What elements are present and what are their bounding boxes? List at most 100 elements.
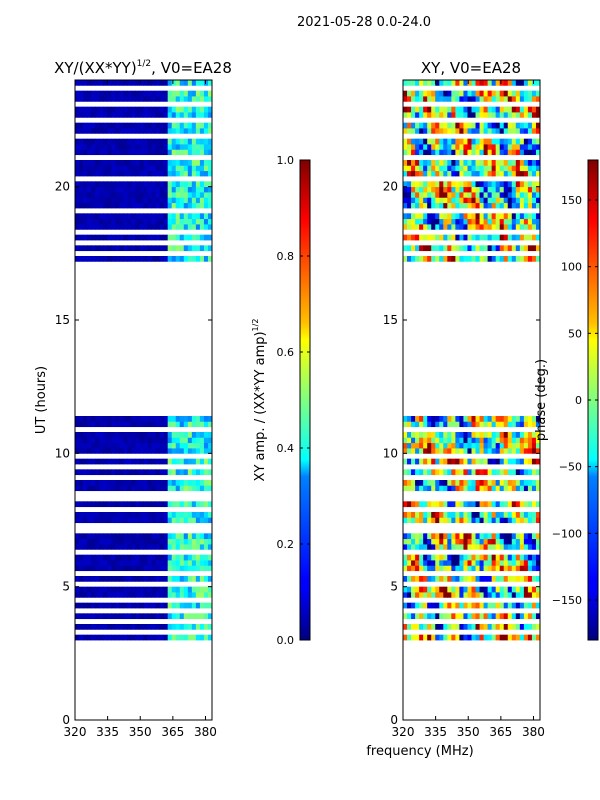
- phase-heatmap-cell: [435, 437, 440, 444]
- phase-heatmap-cell: [427, 458, 432, 465]
- phase-heatmap-cell: [483, 149, 489, 156]
- amplitude-heatmap-cell: [139, 554, 144, 561]
- phase-heatmap-cell: [459, 416, 464, 422]
- amplitude-heatmap-cell: [203, 602, 209, 609]
- phase-heatmap-cell: [455, 245, 460, 252]
- amplitude-heatmap-cell: [91, 544, 96, 550]
- phase-heatmap-cell: [411, 138, 416, 145]
- phase-heatmap-cell: [499, 485, 505, 492]
- amplitude-heatmap-cell: [155, 624, 161, 630]
- amplitude-heatmap-cell: [135, 437, 140, 444]
- amplitude-heatmap-cell: [199, 517, 205, 524]
- phase-heatmap-cell: [507, 517, 513, 524]
- amplitude-heatmap-cell: [163, 437, 169, 444]
- phase-heatmap-cell: [483, 160, 489, 166]
- amplitude-heatmap-cell: [155, 416, 161, 422]
- amplitude-heatmap-cell: [143, 106, 148, 113]
- phase-heatmap-cell: [523, 234, 529, 241]
- phase-heatmap-cell: [471, 416, 476, 422]
- phase-heatmap-cell: [515, 586, 521, 593]
- amplitude-heatmap-cell: [83, 634, 88, 641]
- phase-heatmap-cell: [475, 165, 480, 172]
- amplitude-heatmap-cell: [139, 442, 144, 449]
- amplitude-heatmap-cell: [75, 517, 80, 524]
- phase-heatmap-cell: [515, 554, 521, 561]
- phase-heatmap-cell: [463, 160, 468, 166]
- phase-heatmap-cell: [487, 186, 493, 193]
- amplitude-heatmap-cell: [171, 432, 177, 438]
- amplitude-heatmap-cell: [175, 517, 181, 524]
- phase-heatmap-cell: [459, 544, 464, 550]
- phase-heatmap-cell: [439, 160, 444, 166]
- phase-heatmap-cell: [411, 170, 416, 177]
- amplitude-heatmap-cell: [99, 128, 104, 134]
- amplitude-heatmap-cell: [199, 122, 205, 129]
- amplitude-heatmap-cell: [91, 592, 96, 598]
- amplitude-heatmap-cell: [207, 170, 212, 177]
- phase-heatmap-cell: [455, 560, 460, 566]
- amplitude-heatmap-cell: [207, 613, 212, 620]
- phase-heatmap-cell: [411, 224, 416, 230]
- amplitude-heatmap-cell: [159, 544, 165, 550]
- phase-heatmap-cell: [431, 202, 436, 209]
- phase-heatmap-cell: [467, 592, 472, 598]
- amplitude-heatmap-cell: [91, 202, 96, 209]
- phase-heatmap-cell: [435, 485, 440, 492]
- amplitude-heatmap-cell: [111, 544, 116, 550]
- phase-heatmap-cell: [419, 106, 424, 113]
- amplitude-heatmap-cell: [99, 160, 104, 166]
- phase-heatmap-cell: [411, 421, 416, 428]
- phase-heatmap-cell: [423, 586, 428, 593]
- amplitude-heatmap-cell: [175, 186, 181, 193]
- amplitude-heatmap-cell: [99, 256, 104, 262]
- amplitude-heatmap-cell: [91, 560, 96, 566]
- phase-heatmap-cell: [499, 592, 505, 598]
- amplitude-heatmap-cell: [99, 106, 104, 113]
- amplitude-heatmap-cell: [179, 544, 185, 550]
- phase-heatmap-cell: [455, 442, 460, 449]
- phase-heatmap-cell: [447, 122, 452, 129]
- phase-heatmap-cell: [475, 416, 480, 422]
- phase-heatmap-cell: [455, 624, 460, 630]
- amplitude-heatmap-cell: [171, 613, 177, 620]
- amplitude-heatmap-cell: [115, 160, 120, 166]
- phase-heatmap-cell: [491, 458, 497, 465]
- phase-heatmap-cell: [411, 128, 416, 134]
- amplitude-heatmap-cell: [203, 560, 209, 566]
- amplitude-heatmap-cell: [155, 602, 161, 609]
- amplitude-heatmap-cell: [107, 96, 112, 102]
- phase-heatmap-cell: [459, 634, 464, 641]
- phase-heatmap-cell: [463, 165, 468, 172]
- amplitude-heatmap-cell: [183, 160, 189, 166]
- phase-heatmap-cell: [455, 458, 460, 465]
- amplitude-heatmap-cell: [107, 181, 112, 188]
- phase-heatmap-cell: [531, 224, 537, 230]
- phase-heatmap-cell: [527, 480, 533, 486]
- amplitude-heatmap-cell: [207, 192, 212, 198]
- phase-heatmap-cell: [403, 560, 408, 566]
- amplitude-heatmap-cell: [163, 96, 169, 102]
- phase-heatmap-cell: [471, 160, 476, 166]
- amplitude-heatmap-cell: [75, 90, 80, 97]
- amplitude-heatmap-cell: [183, 485, 189, 492]
- amplitude-heatmap-cell: [123, 197, 128, 204]
- phase-heatmap-cell: [515, 245, 521, 252]
- amplitude-heatmap-cell: [131, 122, 136, 129]
- amplitude-heatmap-cell: [139, 80, 144, 86]
- amplitude-heatmap-cell: [159, 560, 165, 566]
- phase-heatmap-cell: [431, 144, 436, 150]
- amplitude-heatmap-cell: [127, 416, 132, 422]
- amplitude-heatmap-cell: [99, 544, 104, 550]
- phase-heatmap-cell: [455, 544, 460, 550]
- phase-heatmap-cell: [531, 186, 537, 193]
- phase-heatmap-cell: [451, 432, 456, 438]
- amplitude-heatmap-cell: [179, 138, 185, 145]
- amplitude-heatmap-cell: [107, 416, 112, 422]
- amplitude-heatmap-cell: [123, 202, 128, 209]
- amplitude-heatmap-cell: [95, 90, 100, 97]
- phase-heatmap-cell: [515, 560, 521, 566]
- phase-heatmap-cell: [511, 234, 517, 241]
- amplitude-heatmap-cell: [203, 122, 209, 129]
- phase-heatmap-cell: [403, 480, 408, 486]
- amplitude-heatmap-cell: [163, 149, 169, 156]
